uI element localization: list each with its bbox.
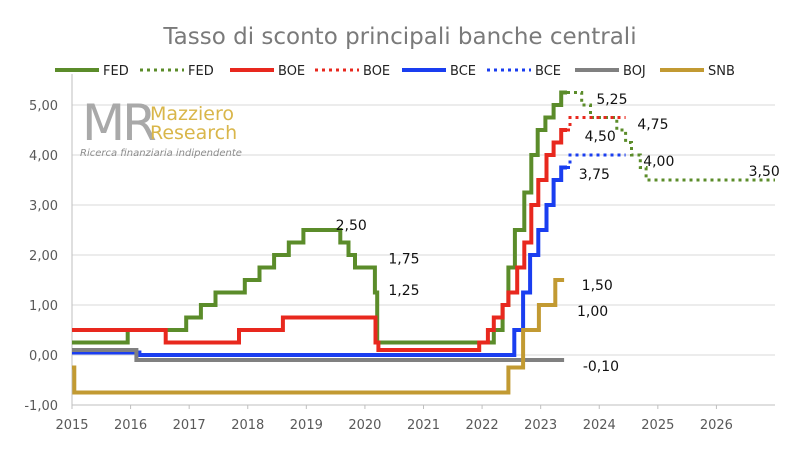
series-boj bbox=[72, 348, 565, 362]
x-tick-label-11: 2026 bbox=[700, 418, 733, 433]
data-label-3: 5,25 bbox=[596, 92, 627, 108]
legend-label-3: BOE bbox=[363, 64, 390, 79]
x-tick-label-1: 2016 bbox=[114, 418, 147, 433]
series-layer bbox=[72, 90, 775, 395]
watermark-name-line1: Mazziero bbox=[150, 103, 234, 125]
x-tick-label-0: 2015 bbox=[55, 418, 88, 433]
series-bce_forecast bbox=[567, 153, 626, 169]
axis-ticks: -1,00 0,00 1,00 2,00 3,00 4,00 5,00 2015 2016 201… bbox=[24, 99, 733, 433]
y-tick-label-4: 3,00 bbox=[29, 199, 58, 214]
y-tick-label-3: 2,00 bbox=[29, 249, 58, 264]
y-tick-label-2: 1,00 bbox=[29, 299, 58, 314]
x-tick-label-6: 2021 bbox=[407, 418, 440, 433]
data-label-4: 4,75 bbox=[637, 117, 668, 133]
watermark-logo: MR bbox=[82, 94, 156, 152]
data-label-11: -0,10 bbox=[583, 359, 619, 375]
legend-label-4: BCE bbox=[450, 64, 476, 79]
data-label-7: 3,75 bbox=[579, 167, 610, 183]
data-label-1: 1,75 bbox=[388, 252, 419, 268]
x-tick-label-7: 2022 bbox=[466, 418, 499, 433]
data-label-8: 3,50 bbox=[749, 164, 780, 180]
legend-label-5: BCE bbox=[535, 64, 561, 79]
data-labels: 2,50 1,75 1,25 5,25 4,75 4,50 4,00 3,75 3,50 1,50… bbox=[336, 92, 780, 375]
legend-label-0: FED bbox=[103, 64, 129, 79]
legend-label-2: BOE bbox=[278, 64, 305, 79]
watermark-name-line2: Research bbox=[150, 122, 237, 144]
series-snb bbox=[72, 278, 565, 395]
x-tick-label-2: 2017 bbox=[173, 418, 206, 433]
series-bce bbox=[72, 165, 567, 357]
x-tick-label-4: 2019 bbox=[290, 418, 323, 433]
watermark: MR Mazziero Research Ricerca finanziaria… bbox=[80, 94, 242, 159]
chart-title: Tasso di sconto principali banche centra… bbox=[162, 24, 636, 50]
watermark-tagline: Ricerca finanziaria indipendente bbox=[80, 148, 242, 159]
x-tick-label-5: 2020 bbox=[348, 418, 381, 433]
data-label-5: 4,50 bbox=[585, 129, 616, 145]
legend: FED FED BOE BOE BCE BCE BOJ SNB bbox=[55, 64, 735, 79]
y-tick-label-1: 0,00 bbox=[29, 349, 58, 364]
x-tick-label-3: 2018 bbox=[231, 418, 264, 433]
data-label-2: 1,25 bbox=[388, 283, 419, 299]
data-label-6: 4,00 bbox=[643, 154, 674, 170]
data-label-0: 2,50 bbox=[336, 218, 367, 234]
y-tick-label-5: 4,00 bbox=[29, 149, 58, 164]
series-fed bbox=[72, 90, 567, 345]
series-boe_forecast bbox=[567, 116, 626, 132]
legend-label-1: FED bbox=[188, 64, 214, 79]
x-tick-label-9: 2024 bbox=[583, 418, 616, 433]
x-tick-label-10: 2025 bbox=[641, 418, 674, 433]
x-tick-label-8: 2023 bbox=[524, 418, 557, 433]
legend-label-7: SNB bbox=[708, 64, 735, 79]
y-tick-label-0: -1,00 bbox=[24, 399, 58, 414]
series-boe bbox=[72, 128, 567, 352]
y-tick-label-6: 5,00 bbox=[29, 99, 58, 114]
legend-label-6: BOJ bbox=[623, 64, 646, 79]
data-label-9: 1,50 bbox=[582, 278, 613, 294]
data-label-10: 1,00 bbox=[577, 304, 608, 320]
